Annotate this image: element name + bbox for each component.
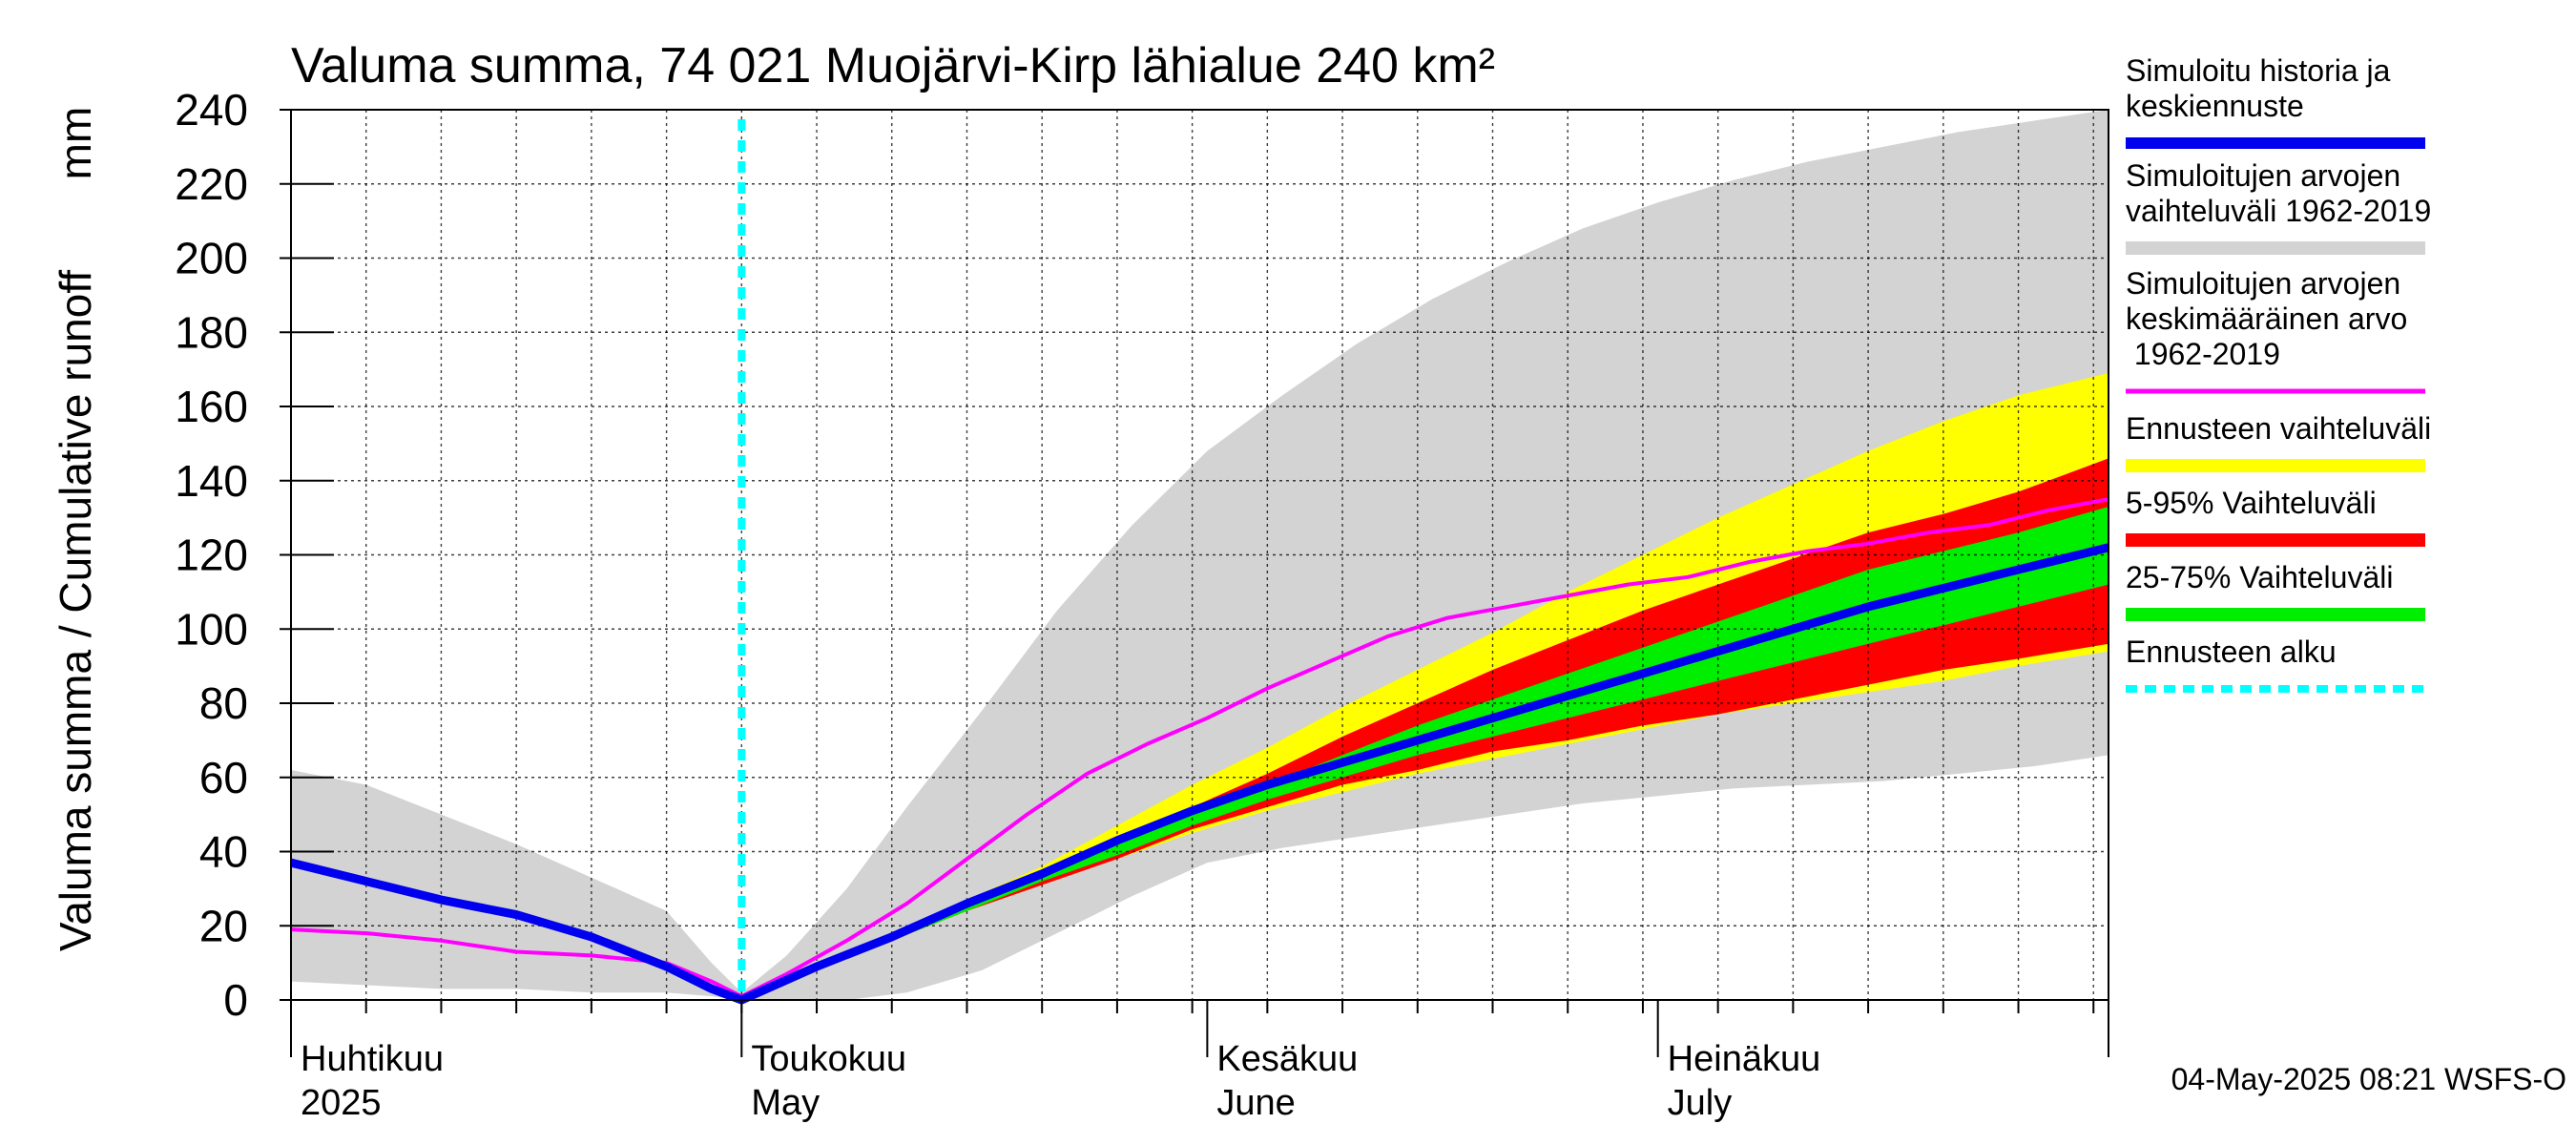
month-label-fi: Heinäkuu bbox=[1668, 1039, 1821, 1079]
chart-title: Valuma summa, 74 021 Muojärvi-Kirp lähia… bbox=[291, 38, 1495, 94]
legend-label: Simuloitujen arvojen vaihteluväli 1962-20… bbox=[2126, 158, 2431, 228]
y-tick-label: 220 bbox=[175, 159, 248, 209]
footer-timestamp: 04-May-2025 08:21 WSFS-O bbox=[2171, 1062, 2566, 1096]
y-tick-label: 60 bbox=[199, 753, 248, 802]
y-tick-label: 0 bbox=[223, 975, 248, 1025]
legend-item-simuloitujen-arvojen-vaihteluv-li-1962-2019: Simuloitujen arvojen vaihteluväli 1962-20… bbox=[2126, 158, 2431, 255]
month-label-fi: Kesäkuu bbox=[1216, 1039, 1358, 1079]
legend-item-ennusteen-vaihteluv-li: Ennusteen vaihteluväli bbox=[2126, 411, 2431, 472]
y-tick-label: 20 bbox=[199, 901, 248, 950]
grid-layer bbox=[291, 110, 2109, 1000]
band-25-75-vaihteluv-li bbox=[741, 506, 2109, 1000]
legend-label: 25-75% Vaihteluväli bbox=[2126, 560, 2393, 594]
y-tick-label: 100 bbox=[175, 604, 248, 654]
month-label-en: May bbox=[751, 1083, 820, 1123]
legend-label: 5-95% Vaihteluväli bbox=[2126, 486, 2377, 520]
month-label-en: June bbox=[1216, 1083, 1295, 1123]
y-tick-label: 160 bbox=[175, 382, 248, 431]
month-label-en: July bbox=[1668, 1083, 1733, 1123]
y-axis-unit: mm bbox=[51, 107, 100, 180]
legend-label: Ennusteen vaihteluväli bbox=[2126, 411, 2431, 446]
legend-item-ennusteen-alku: Ennusteen alku bbox=[2126, 635, 2425, 693]
y-tick-label: 140 bbox=[175, 456, 248, 506]
y-tick-label: 120 bbox=[175, 531, 248, 580]
legend: Simuloitu historia ja keskiennuste Simuloi… bbox=[2126, 53, 2431, 693]
legend-item-25-75-vaihteluv-li: 25-75% Vaihteluväli bbox=[2126, 560, 2425, 621]
lines-layer bbox=[289, 119, 2110, 1005]
y-tick-label: 200 bbox=[175, 234, 248, 283]
y-axis: 0 20 40 60 80 100 120 140 160 180 200 220 240 bbox=[175, 85, 334, 1025]
legend-label: Simuloitujen arvojen keskimääräinen arvo … bbox=[2126, 266, 2407, 371]
y-tick-label: 240 bbox=[175, 85, 248, 135]
y-tick-label: 80 bbox=[199, 678, 248, 728]
band-ennusteen-vaihteluv-li bbox=[741, 373, 2109, 1000]
legend-label: Simuloitu historia ja keskiennuste bbox=[2126, 53, 2391, 123]
month-label-fi: Toukokuu bbox=[751, 1039, 906, 1079]
legend-item-simuloitu-historia-ja-keskiennuste: Simuloitu historia ja keskiennuste bbox=[2126, 53, 2425, 149]
y-axis-label: Valuma summa / Cumulative runoff bbox=[51, 270, 100, 951]
line-simuloitu-historia-ja-keskiennuste bbox=[289, 543, 2110, 1005]
month-label-fi: Huhtikuu bbox=[301, 1039, 444, 1079]
legend-label: Ennusteen alku bbox=[2126, 635, 2337, 669]
month-label-en: 2025 bbox=[301, 1083, 382, 1123]
legend-item-simuloitujen-arvojen-keskim-r-inen-arvo-1962-2019: Simuloitujen arvojen keskimääräinen arvo … bbox=[2126, 266, 2425, 394]
y-tick-label: 180 bbox=[175, 307, 248, 357]
y-tick-label: 40 bbox=[199, 827, 248, 877]
legend-item-5-95-vaihteluv-li: 5-95% Vaihteluväli bbox=[2126, 486, 2425, 547]
